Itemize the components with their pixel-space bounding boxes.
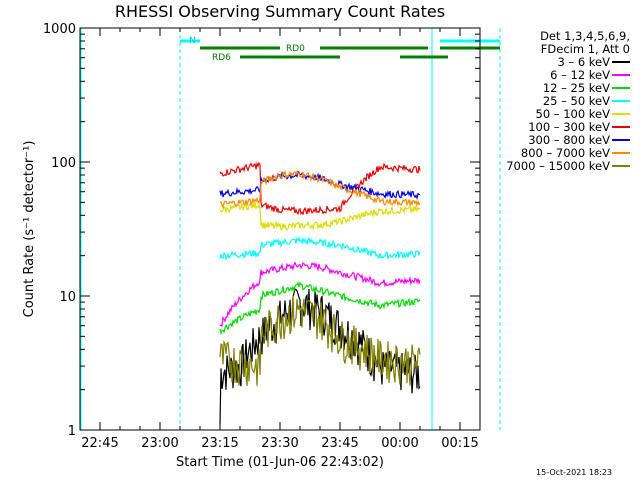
legend-entry: 50 – 100 keV [536,107,611,121]
x-tick-label: 23:30 [261,436,298,451]
axis-layer: 22:45 23:00 23:15 23:30 23:45 00:00 00:15 1 10 10… [43,22,481,451]
x-tick-label: 23:45 [321,436,358,451]
rd0-flag-label: RD0 [286,44,305,54]
series-line [219,169,421,209]
legend-entry: 25 – 50 keV [543,94,610,108]
legend-header-2: FDecim 1, Att 0 [541,42,630,56]
series-layer [219,161,421,425]
legend-entry: 6 – 12 keV [550,68,610,82]
legend: Det 1,3,4,5,6,9, FDecim 1, Att 0 3 – 6 k… [506,29,630,173]
legend-entry: 300 – 800 keV [528,133,610,147]
legend-entry: 800 – 7000 keV [521,146,610,160]
night-flag-label: N [189,36,196,46]
y-tick-label: 10 [59,290,76,305]
y-tick-label: 1 [68,424,76,439]
series-line [219,161,421,216]
x-tick-label: 00:00 [381,436,418,451]
y-tick-label: 1000 [43,22,76,37]
legend-header-1: Det 1,3,4,5,6,9, [540,29,630,43]
series-line [219,171,421,201]
series-line [219,295,421,387]
y-tick-label: 100 [51,156,76,171]
x-tick-label: 00:15 [441,436,478,451]
series-line [219,281,421,336]
x-axis-label: Start Time (01-Jun-06 22:43:02) [176,455,384,470]
x-tick-label: 23:15 [201,436,238,451]
legend-entry: 100 – 300 keV [528,120,610,134]
flag-layer: N RD0 RD6 [80,28,501,430]
x-tick-label: 22:45 [81,436,118,451]
x-tick-label: 23:00 [141,436,178,451]
y-axis-label: Count Rate (s⁻¹ detector⁻¹) [22,141,37,318]
rd6-flag-label: RD6 [212,53,231,63]
series-line [219,261,421,327]
legend-entry: 3 – 6 keV [557,55,610,69]
series-line [219,202,421,231]
series-line [219,236,421,261]
chart-title: RHESSI Observing Summary Count Rates [115,2,445,21]
legend-entry: 12 – 25 keV [543,81,610,95]
legend-entry: 7000 – 15000 keV [506,159,610,173]
timestamp: 15-Oct-2021 18:23 [536,468,612,477]
